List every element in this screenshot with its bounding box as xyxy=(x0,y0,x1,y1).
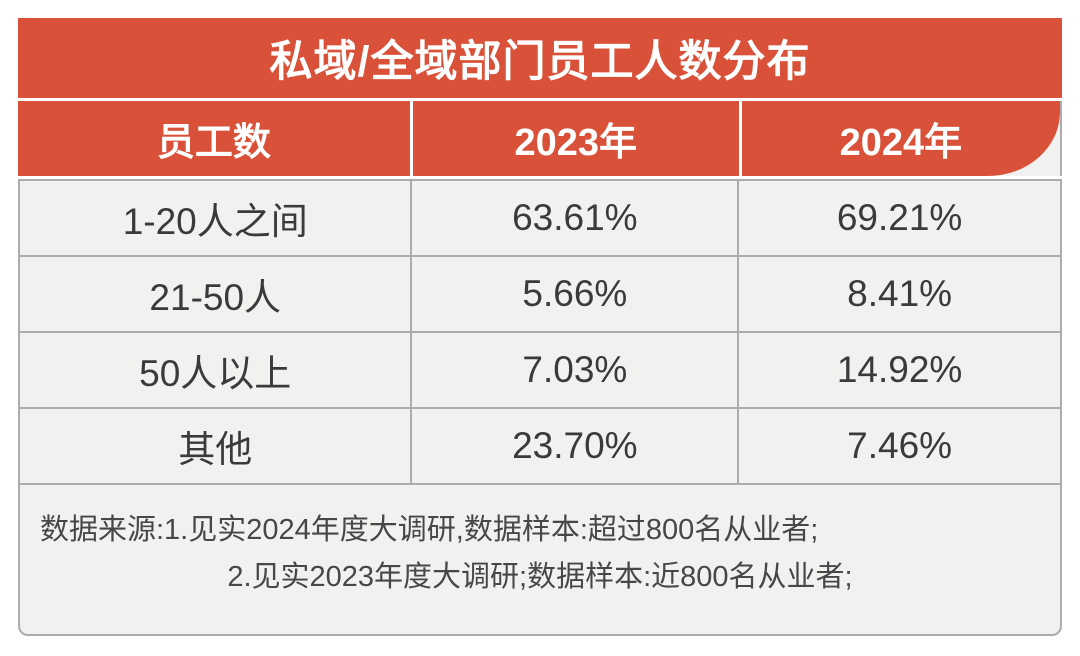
row-label: 21-50人 xyxy=(20,257,413,331)
table-row: 1-20人之间 63.61% 69.21% xyxy=(20,181,1060,257)
table-header-row: 员工数 2023年 2024年 xyxy=(18,101,1062,176)
row-label: 50人以上 xyxy=(20,333,413,407)
employee-distribution-table: 私域/全域部门员工人数分布 员工数 2023年 2024年 1-20人之间 63… xyxy=(18,18,1062,638)
table-title-bar: 私域/全域部门员工人数分布 xyxy=(18,18,1062,98)
column-header-2024-cell: 2024年 xyxy=(741,101,1062,176)
table-row: 50人以上 7.03% 14.92% xyxy=(20,333,1060,409)
row-label: 1-20人之间 xyxy=(20,181,413,255)
data-source-footnote: 数据来源:1.见实2024年度大调研,数据样本:超过800名从业者; 2.见实2… xyxy=(20,485,1060,634)
value-2023: 7.03% xyxy=(412,333,740,407)
footnote-line-1: 数据来源:1.见实2024年度大调研,数据样本:超过800名从业者; xyxy=(40,514,819,546)
value-2024: 7.46% xyxy=(847,425,953,466)
footnote-line-2: 2.见实2023年度大调研;数据样本:近800名从业者; xyxy=(227,561,853,593)
table-body: 1-20人之间 63.61% 69.21% 21-50人 5.66% 8.41%… xyxy=(18,179,1062,636)
value-2024: 8.41% xyxy=(847,273,953,314)
value-2024: 69.21% xyxy=(836,197,963,238)
value-2023: 5.66% xyxy=(412,257,740,331)
column-header-employee-count: 员工数 xyxy=(18,101,410,176)
table-row: 21-50人 5.66% 8.41% xyxy=(20,257,1060,333)
table-row: 其他 23.70% 7.46% xyxy=(20,409,1060,485)
value-2023: 23.70% xyxy=(412,409,740,483)
value-2023: 63.61% xyxy=(412,181,740,255)
column-header-2024: 2024年 xyxy=(741,101,1060,176)
value-2024: 14.92% xyxy=(836,349,963,390)
page-title: 私域/全域部门员工人数分布 xyxy=(269,38,811,86)
column-header-2023: 2023年 xyxy=(412,101,739,176)
row-label: 其他 xyxy=(20,409,413,483)
